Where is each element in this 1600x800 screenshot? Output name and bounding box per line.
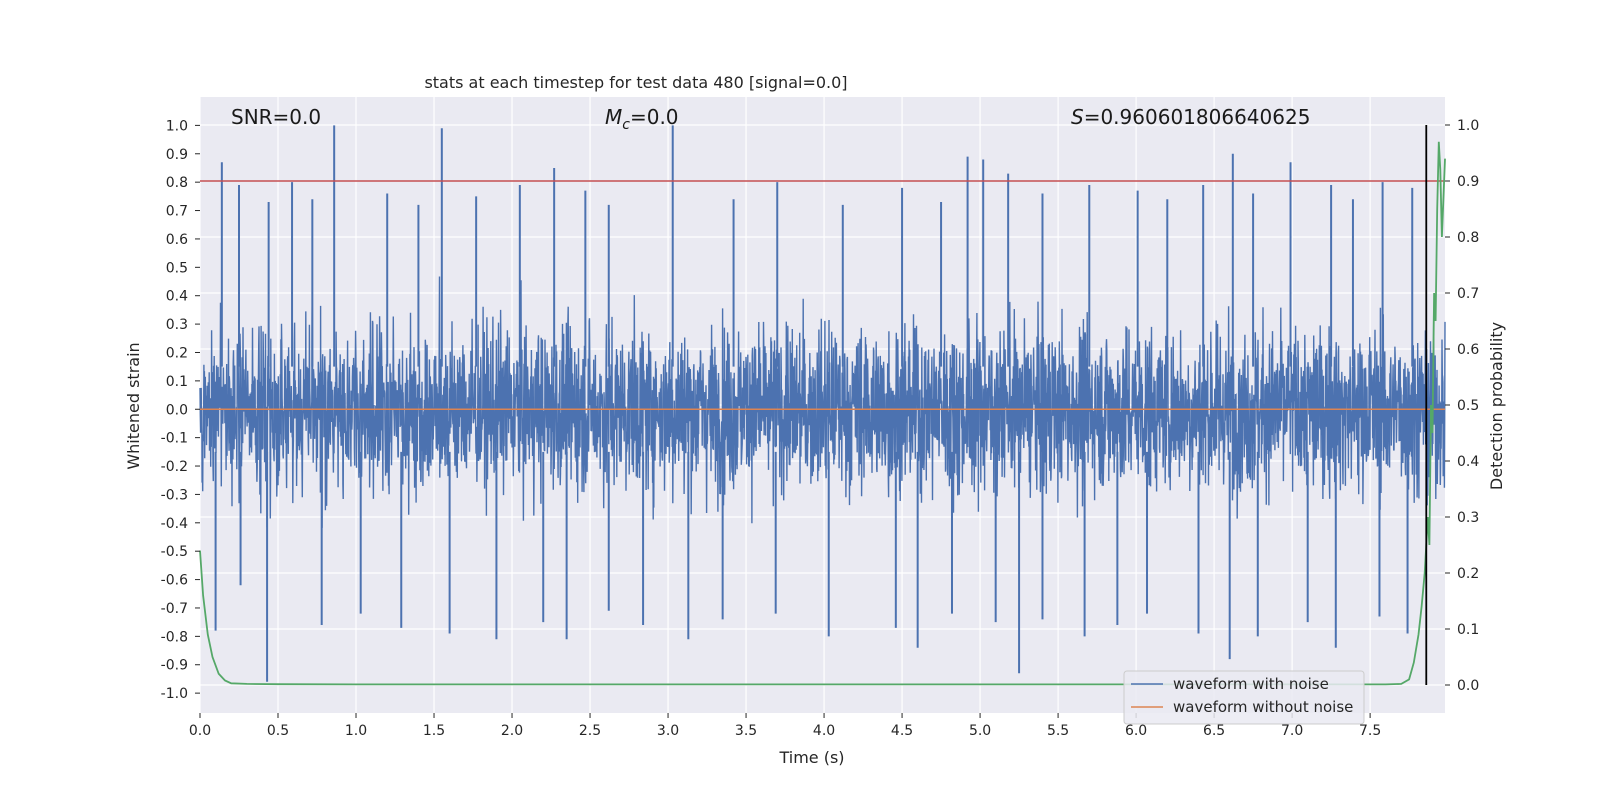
- y-tick-label: -0.8: [161, 629, 188, 645]
- plot-series: [199, 125, 1446, 686]
- y2-tick-label: 0.6: [1457, 342, 1479, 358]
- x-tick-label: 1.5: [423, 723, 445, 739]
- y-axis-label: Whitened strain: [124, 342, 143, 469]
- y2-tick-label: 0.3: [1457, 510, 1479, 526]
- y2-tick-label: 1.0: [1457, 118, 1479, 134]
- y2-axis: 1.0 0.9 0.8 0.7 0.6 0.5 0.4 0.3 0.2 0.1 0.0: [1445, 118, 1479, 694]
- legend: waveform with noise waveform without noi…: [1123, 670, 1365, 725]
- y2-tick-label: 0.7: [1457, 286, 1479, 302]
- y2-tick-label: 0.1: [1457, 622, 1479, 638]
- y-tick-label: -0.3: [161, 487, 188, 503]
- s-value: =0.960601806640625: [1084, 105, 1311, 129]
- mc-symbol: M: [605, 105, 622, 129]
- y-tick-label: 0.5: [166, 260, 188, 276]
- y-tick-label: 0.3: [166, 317, 188, 333]
- y-tick-label: 0.6: [166, 232, 188, 248]
- x-tick-label: 4.5: [891, 723, 913, 739]
- y-tick-label: -0.5: [161, 544, 188, 560]
- y-tick-label: -1.0: [161, 686, 188, 702]
- y-tick-label: -0.4: [161, 516, 188, 532]
- chirp-mass-annotation: Mc=0.0: [605, 105, 679, 133]
- mc-value: =0.0: [630, 105, 679, 129]
- x-tick-label: 3.5: [735, 723, 757, 739]
- y-tick-label: -0.6: [161, 573, 188, 589]
- y-tick-label: 0.1: [166, 374, 188, 390]
- y2-tick-label: 0.4: [1457, 454, 1479, 470]
- detection-probability-line: [199, 141, 1446, 686]
- x-tick-label: 1.0: [345, 723, 367, 739]
- legend-label-clean: waveform without noise: [1173, 698, 1353, 716]
- y2-tick-label: 0.2: [1457, 566, 1479, 582]
- s-symbol: S: [1071, 105, 1084, 129]
- y-tick-label: -0.7: [161, 601, 188, 617]
- y-tick-label: 0.2: [166, 345, 188, 361]
- y2-axis-label: Detection probability: [1487, 322, 1506, 490]
- y2-tick-label: 0.8: [1457, 230, 1479, 246]
- x-tick-label: 6.5: [1203, 723, 1225, 739]
- y-tick-label: 0.0: [166, 402, 188, 418]
- x-axis: 0.0 0.5 1.0 1.5 2.0 2.5 3.0 3.5 4.0 4.5 5.0 5.5 6.0 6…: [189, 713, 1381, 739]
- x-tick-label: 4.0: [813, 723, 835, 739]
- snr-annotation: SNR=0.0: [231, 105, 321, 129]
- y-axis: 1.0 0.9 0.8 0.7 0.6 0.5 0.4 0.3 0.2 0.1 0.0 -0.1 -0.…: [161, 118, 200, 702]
- x-tick-label: 0.0: [189, 723, 211, 739]
- y-tick-label: -0.1: [161, 431, 188, 447]
- y2-tick-label: 0.0: [1457, 678, 1479, 694]
- noisy-waveform-line: [199, 276, 1446, 528]
- x-tick-label: 7.5: [1359, 723, 1381, 739]
- mc-subscript: c: [622, 117, 630, 133]
- chart-title: stats at each timestep for test data 480…: [424, 73, 847, 92]
- y-tick-label: 0.7: [166, 204, 188, 220]
- legend-box: [1123, 670, 1365, 725]
- x-tick-label: 5.0: [969, 723, 991, 739]
- x-tick-label: 2.5: [579, 723, 601, 739]
- x-tick-label: 3.0: [657, 723, 679, 739]
- y-tick-label: -0.2: [161, 459, 188, 475]
- x-axis-label: Time (s): [778, 748, 844, 767]
- y-tick-label: 0.9: [166, 147, 188, 163]
- y-tick-label: 0.8: [166, 175, 188, 191]
- score-annotation: S=0.960601806640625: [1071, 105, 1310, 129]
- x-tick-label: 0.5: [267, 723, 289, 739]
- x-tick-label: 5.5: [1047, 723, 1069, 739]
- y-tick-label: 1.0: [166, 118, 188, 134]
- x-tick-label: 6.0: [1125, 723, 1147, 739]
- y-tick-label: 0.4: [166, 289, 188, 305]
- legend-label-noise: waveform with noise: [1173, 675, 1329, 693]
- y2-tick-label: 0.5: [1457, 398, 1479, 414]
- x-tick-label: 7.0: [1281, 723, 1303, 739]
- y2-tick-label: 0.9: [1457, 174, 1479, 190]
- y-tick-label: -0.9: [161, 658, 188, 674]
- x-tick-label: 2.0: [501, 723, 523, 739]
